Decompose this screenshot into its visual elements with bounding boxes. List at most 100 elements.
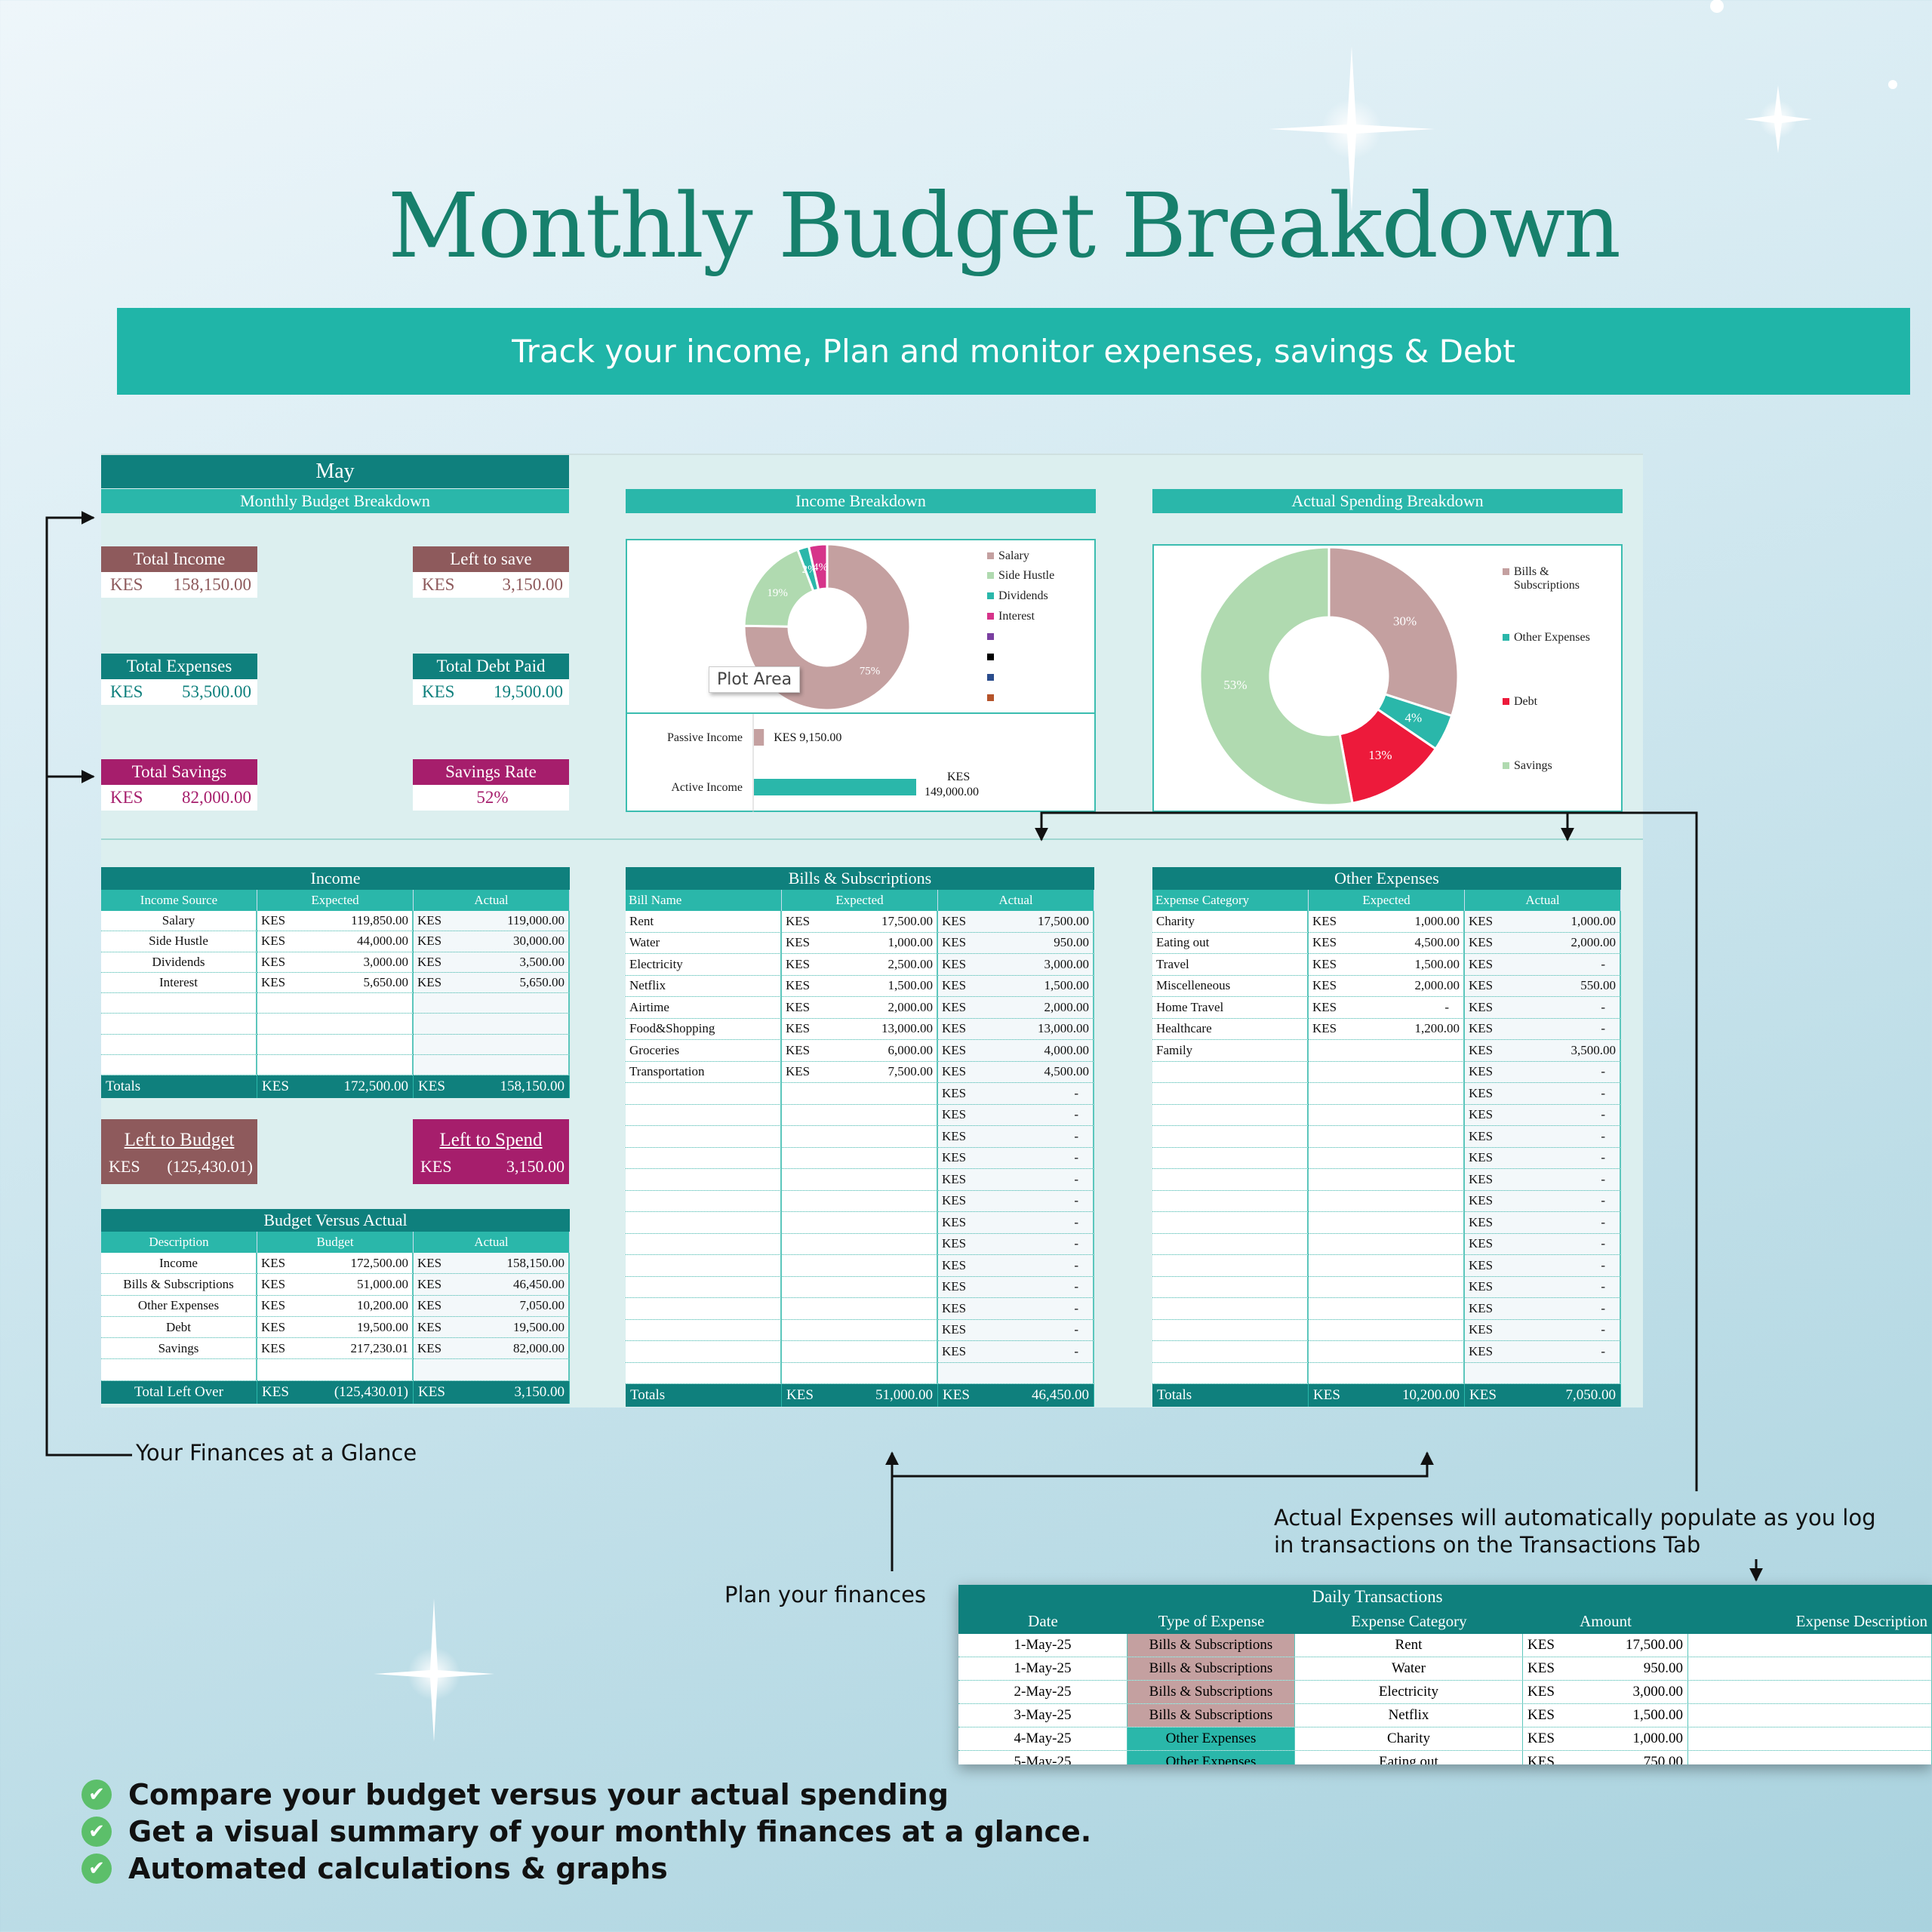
amount-cell[interactable]: KES 2,000.00 — [938, 997, 1094, 1019]
legend-item[interactable]: Bills & Subscriptions — [1503, 565, 1616, 592]
amount-cell[interactable] — [782, 1233, 938, 1255]
budget-vs-actual-table[interactable]: Budget Versus Actual Description Budget Act… — [101, 1209, 570, 1404]
row-label[interactable] — [1152, 1083, 1309, 1105]
amount-cell[interactable]: KES - — [1465, 1061, 1621, 1083]
transaction-row[interactable]: 3-May-25 Bills & Subscriptions Netflix KES 1… — [958, 1704, 1932, 1727]
amount-cell[interactable]: KES 1,000.00 — [1523, 1727, 1688, 1750]
row-label[interactable] — [1152, 1319, 1309, 1341]
row-label[interactable] — [626, 1319, 782, 1341]
row-label[interactable]: Electricity — [626, 954, 782, 976]
date-cell[interactable]: 2-May-25 — [958, 1681, 1128, 1703]
type-cell[interactable]: Other Expenses — [1128, 1751, 1295, 1764]
row-label[interactable] — [101, 993, 257, 1014]
row-label[interactable] — [626, 1341, 782, 1363]
spending-donut[interactable]: 30% 4% 13% 53% — [1154, 546, 1621, 811]
amount-cell[interactable]: KES 158,150.00 — [414, 1253, 570, 1275]
amount-cell[interactable]: KES 5,650.00 — [414, 972, 570, 994]
transaction-row[interactable]: 2-May-25 Bills & Subscriptions Electricity… — [958, 1681, 1932, 1704]
amount-cell[interactable] — [1309, 1319, 1465, 1341]
amount-cell[interactable] — [782, 1276, 938, 1298]
row-label[interactable]: Dividends — [101, 952, 257, 973]
amount-cell[interactable] — [257, 1055, 414, 1076]
amount-cell[interactable]: KES 19,500.00 — [257, 1316, 414, 1339]
row-label[interactable]: Interest — [101, 972, 257, 994]
amount-cell[interactable]: KES 17,500.00 — [782, 911, 938, 933]
date-cell[interactable]: 5-May-25 — [958, 1751, 1128, 1764]
row-label[interactable] — [626, 1233, 782, 1255]
amount-cell[interactable]: KES 1,500.00 — [782, 975, 938, 997]
row-label[interactable]: Bills & Subscriptions — [101, 1274, 257, 1296]
amount-cell[interactable] — [782, 1126, 938, 1148]
amount-cell[interactable]: KES - — [1465, 997, 1621, 1019]
amount-cell[interactable]: KES - — [1465, 1298, 1621, 1320]
type-cell[interactable]: Bills & Subscriptions — [1128, 1657, 1295, 1680]
amount-cell[interactable] — [257, 1359, 414, 1381]
amount-cell[interactable]: KES 19,500.00 — [414, 1316, 570, 1339]
description-cell[interactable] — [1688, 1727, 1932, 1750]
amount-cell[interactable] — [1309, 1040, 1465, 1062]
category-cell[interactable]: Rent — [1295, 1634, 1523, 1657]
row-label[interactable]: Income — [101, 1253, 257, 1275]
amount-cell[interactable]: KES 3,500.00 — [414, 952, 570, 973]
amount-cell[interactable] — [1309, 1341, 1465, 1363]
amount-cell[interactable] — [938, 1362, 1094, 1384]
row-label[interactable]: Miscelleneous — [1152, 975, 1309, 997]
amount-cell[interactable]: KES 7,050.00 — [414, 1295, 570, 1317]
type-cell[interactable]: Bills & Subscriptions — [1128, 1681, 1295, 1703]
amount-cell[interactable]: KES - — [1309, 997, 1465, 1019]
amount-cell[interactable]: KES - — [1465, 1083, 1621, 1105]
amount-cell[interactable]: KES - — [1465, 1190, 1621, 1212]
row-label[interactable]: Home Travel — [1152, 997, 1309, 1019]
amount-cell[interactable]: KES 119,850.00 — [257, 911, 414, 932]
amount-cell[interactable] — [414, 1014, 570, 1035]
amount-cell[interactable] — [414, 993, 570, 1014]
amount-cell[interactable]: KES - — [1465, 954, 1621, 976]
amount-cell[interactable]: KES 2,000.00 — [1309, 975, 1465, 997]
category-cell[interactable]: Electricity — [1295, 1681, 1523, 1703]
amount-cell[interactable]: KES - — [1465, 1255, 1621, 1277]
amount-cell[interactable]: KES - — [938, 1298, 1094, 1320]
amount-cell[interactable]: KES 6,000.00 — [782, 1040, 938, 1062]
legend-item[interactable]: Savings — [1503, 759, 1616, 773]
row-label[interactable]: Healthcare — [1152, 1018, 1309, 1040]
row-label[interactable] — [626, 1362, 782, 1384]
amount-cell[interactable] — [782, 1319, 938, 1341]
amount-cell[interactable]: KES - — [938, 1169, 1094, 1191]
income-breakdown-chart[interactable]: 75% 19% 2% 4% Salary Side Hustle Dividends Int… — [626, 539, 1096, 812]
category-cell[interactable]: Charity — [1295, 1727, 1523, 1750]
row-label[interactable]: Side Hustle — [101, 931, 257, 952]
row-label[interactable]: Rent — [626, 911, 782, 933]
description-cell[interactable] — [1688, 1657, 1932, 1680]
amount-cell[interactable] — [257, 1034, 414, 1056]
row-label[interactable] — [101, 1359, 257, 1381]
amount-cell[interactable]: KES 4,500.00 — [1309, 932, 1465, 954]
amount-cell[interactable] — [414, 1359, 570, 1381]
row-label[interactable] — [626, 1126, 782, 1148]
amount-cell[interactable] — [1309, 1362, 1465, 1384]
row-label[interactable]: Charity — [1152, 911, 1309, 933]
amount-cell[interactable]: KES 1,500.00 — [938, 975, 1094, 997]
amount-cell[interactable] — [782, 1212, 938, 1234]
amount-cell[interactable]: KES 950.00 — [1523, 1657, 1688, 1680]
amount-cell[interactable] — [1309, 1276, 1465, 1298]
amount-cell[interactable]: KES 172,500.00 — [257, 1253, 414, 1275]
amount-cell[interactable]: KES 1,000.00 — [782, 932, 938, 954]
amount-cell[interactable]: KES 82,000.00 — [414, 1338, 570, 1360]
legend-item[interactable]: Dividends — [987, 589, 1100, 603]
row-label[interactable] — [626, 1083, 782, 1105]
amount-cell[interactable] — [782, 1255, 938, 1277]
row-label[interactable] — [1152, 1126, 1309, 1148]
amount-cell[interactable]: KES 217,230.01 — [257, 1338, 414, 1360]
amount-cell[interactable]: KES - — [938, 1104, 1094, 1126]
amount-cell[interactable]: KES - — [938, 1190, 1094, 1212]
amount-cell[interactable]: KES 2,000.00 — [1465, 932, 1621, 954]
row-label[interactable] — [626, 1169, 782, 1191]
amount-cell[interactable] — [1309, 1212, 1465, 1234]
amount-cell[interactable]: KES - — [1465, 1169, 1621, 1191]
amount-cell[interactable] — [1309, 1147, 1465, 1169]
transaction-row[interactable]: 4-May-25 Other Expenses Charity KES 1,000.00 — [958, 1727, 1932, 1751]
row-label[interactable] — [1152, 1169, 1309, 1191]
amount-cell[interactable]: KES 5,650.00 — [257, 972, 414, 994]
row-label[interactable] — [101, 1055, 257, 1076]
amount-cell[interactable]: KES 119,000.00 — [414, 911, 570, 932]
